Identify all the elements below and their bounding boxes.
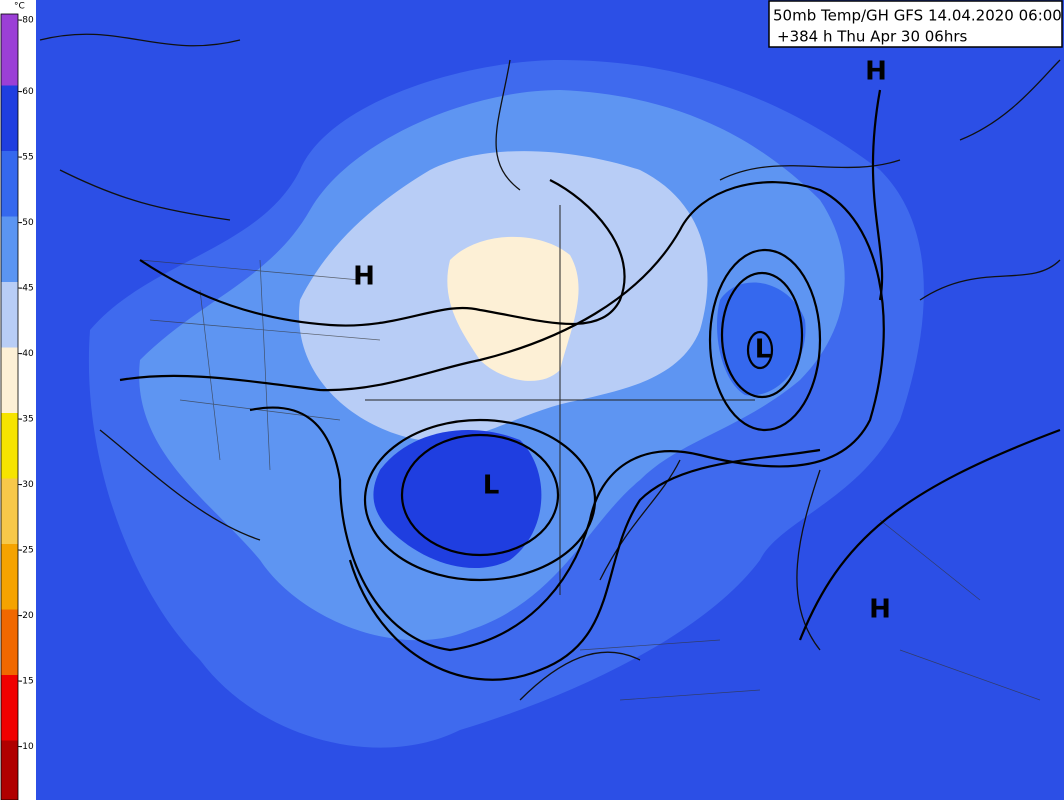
contour [119, 181, 885, 652]
legend-band [1, 544, 18, 610]
legend-label: -30 [19, 480, 34, 490]
legend-band [1, 609, 18, 675]
legend-band [1, 14, 18, 86]
legend-label: -60 [19, 87, 34, 97]
legend-label: -45 [19, 284, 34, 294]
border [139, 259, 1041, 701]
legend-band [1, 282, 18, 348]
field-region [447, 236, 579, 381]
contour [400, 433, 560, 557]
legend-band [1, 675, 18, 741]
legend-label: -25 [19, 546, 34, 556]
legend-label: -50 [19, 218, 34, 228]
contour [708, 248, 822, 432]
title-background [768, 0, 1063, 48]
legend-band [1, 413, 18, 479]
legend-label: -20 [19, 611, 34, 621]
contour [720, 271, 804, 399]
field-region [373, 430, 542, 569]
pressure-center: L [483, 471, 500, 501]
pressure-center: L [755, 335, 772, 365]
legend-band [1, 85, 18, 151]
legend-band [1, 347, 18, 413]
title-line: +384 h Thu Apr 30 06hrs [777, 28, 968, 46]
legend-frame [0, 13, 19, 800]
legend-band [1, 740, 18, 800]
coastline [39, 33, 1061, 701]
contour [348, 448, 821, 681]
title-line: 50mb Temp/GH GFS 14.04.2020 06:00 [773, 7, 1062, 25]
legend-label: -15 [19, 677, 34, 687]
contour [746, 330, 774, 370]
legend-label: -80 [19, 16, 34, 26]
contour [363, 418, 597, 582]
legend-label: -40 [19, 349, 34, 359]
pressure-center: H [353, 262, 375, 292]
legend-band [1, 151, 18, 217]
field-region [717, 282, 806, 396]
pressure-center: H [865, 57, 887, 87]
contour [139, 179, 626, 327]
title-box: 50mb Temp/GH GFS 14.04.2020 06:00 +384 h… [768, 0, 1063, 48]
legend-band [1, 216, 18, 282]
pressure-center: H [869, 595, 891, 625]
legend-label: -35 [19, 415, 34, 425]
legend-unit: °C [14, 2, 25, 12]
color-legend: °C -80 -60 -55 -50 -45 -40 -35 -30 -25 -20 -15 -10 [0, 0, 36, 800]
contour [798, 89, 1061, 641]
legend-band [1, 478, 18, 544]
legend-label: -55 [19, 153, 34, 163]
legend-label: -10 [19, 742, 34, 752]
map: H L H L H [36, 0, 1064, 800]
